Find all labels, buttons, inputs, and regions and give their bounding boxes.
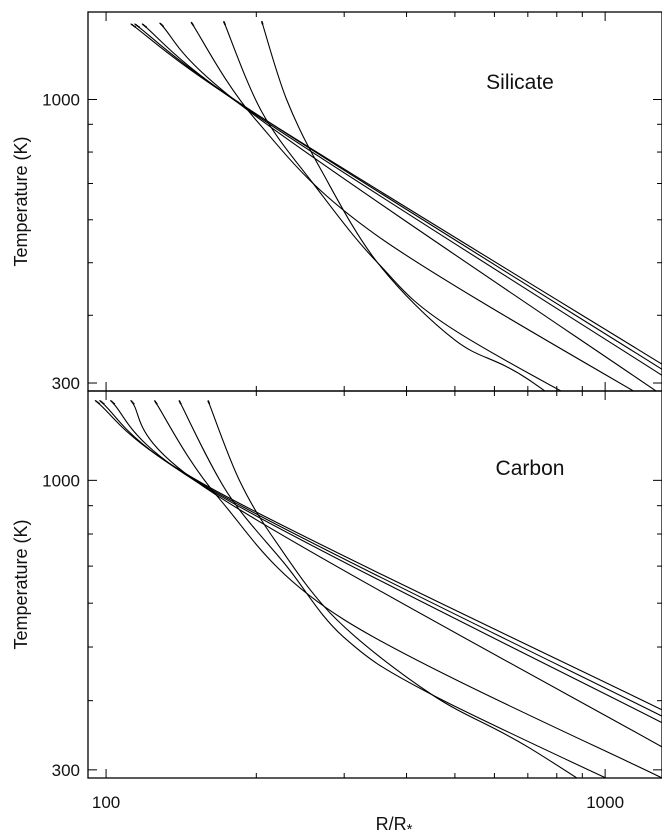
data-point bbox=[159, 23, 162, 25]
data-point bbox=[134, 26, 137, 28]
series-line-2 bbox=[134, 23, 662, 370]
y-tick-label: 1000 bbox=[42, 471, 80, 490]
data-point bbox=[136, 24, 139, 27]
y-axis-label: Temperature (K) bbox=[11, 136, 31, 266]
series-line-3 bbox=[141, 23, 662, 376]
series-line-7 bbox=[207, 400, 578, 778]
data-point bbox=[132, 24, 135, 27]
panel-silicate: 300 1000 Temperature (K) Silicate bbox=[11, 11, 662, 393]
data-point bbox=[132, 402, 135, 405]
panel-annotation: Carbon bbox=[496, 457, 565, 480]
data-point bbox=[179, 402, 182, 405]
y-tick-label: 1000 bbox=[42, 90, 80, 109]
data-point bbox=[99, 400, 102, 403]
panel-carbon: 300 1000 100 1000 Temperature (K) Carbon bbox=[11, 390, 662, 812]
series-line-1 bbox=[94, 399, 662, 711]
series-line-4 bbox=[130, 399, 662, 748]
data-point bbox=[102, 402, 105, 405]
plot-frame bbox=[87, 390, 662, 779]
series-line-6 bbox=[223, 20, 563, 391]
series-line-7 bbox=[261, 20, 546, 391]
data-point bbox=[110, 400, 113, 403]
data-point bbox=[161, 24, 163, 26]
data-point bbox=[145, 26, 147, 28]
data-point bbox=[143, 24, 146, 27]
data-point bbox=[131, 23, 134, 26]
data-point bbox=[261, 23, 264, 25]
series-line-4 bbox=[159, 22, 657, 391]
series-line-5 bbox=[190, 21, 635, 391]
y-axis-label: Temperature (K) bbox=[11, 519, 31, 649]
series-line-3 bbox=[109, 399, 662, 724]
plot-frame bbox=[87, 11, 662, 392]
series-line-2 bbox=[99, 399, 662, 717]
x-tick-label: 100 bbox=[92, 793, 120, 812]
data-point bbox=[101, 401, 104, 404]
data-point bbox=[135, 23, 137, 26]
panel-annotation: Silicate bbox=[486, 71, 554, 94]
data-point bbox=[111, 401, 114, 404]
data-point bbox=[208, 402, 210, 405]
data-point bbox=[155, 402, 158, 405]
y-tick-label: 300 bbox=[52, 374, 80, 393]
x-tick-label: 1000 bbox=[586, 793, 624, 812]
data-point bbox=[224, 23, 226, 26]
data-point bbox=[137, 26, 140, 28]
data-point bbox=[113, 402, 116, 405]
series-line-6 bbox=[178, 400, 608, 778]
data-point bbox=[142, 23, 145, 26]
data-point bbox=[98, 402, 101, 405]
series-line-5 bbox=[153, 399, 662, 778]
series-line-1 bbox=[130, 23, 662, 365]
x-axis-label: R/R* bbox=[376, 814, 413, 834]
data-point bbox=[95, 400, 98, 403]
data-point bbox=[96, 401, 99, 404]
data-point bbox=[162, 25, 164, 28]
data-point bbox=[192, 24, 195, 27]
series-group bbox=[94, 399, 662, 778]
y-tick-label: 300 bbox=[52, 761, 80, 780]
series-group bbox=[130, 20, 662, 391]
